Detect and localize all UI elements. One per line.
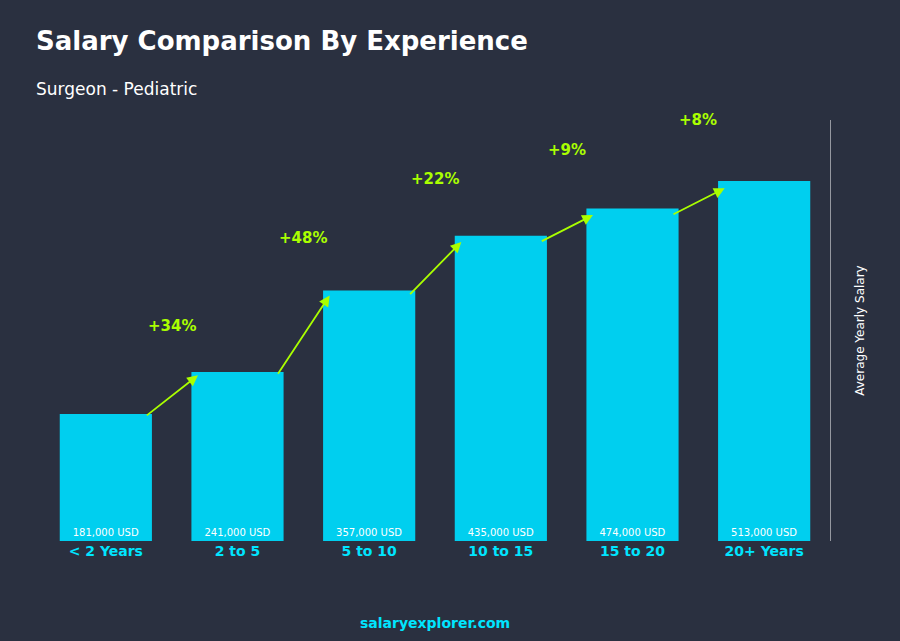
svg-text:20+ Years: 20+ Years: [725, 543, 804, 559]
svg-text:357,000 USD: 357,000 USD: [336, 527, 402, 538]
svg-text:Salary Comparison By Experienc: Salary Comparison By Experience: [36, 26, 528, 56]
svg-text:474,000 USD: 474,000 USD: [599, 527, 665, 538]
svg-text:+9%: +9%: [548, 141, 586, 159]
svg-text:2 to 5: 2 to 5: [215, 543, 261, 559]
svg-text:15 to 20: 15 to 20: [600, 543, 665, 559]
svg-text:Average Yearly Salary: Average Yearly Salary: [853, 265, 867, 395]
svg-text:181,000 USD: 181,000 USD: [73, 527, 139, 538]
svg-text:10 to 15: 10 to 15: [468, 543, 533, 559]
svg-text:+8%: +8%: [679, 111, 717, 129]
svg-text:+22%: +22%: [411, 170, 459, 188]
svg-text:241,000 USD: 241,000 USD: [204, 527, 270, 538]
svg-text:+48%: +48%: [279, 229, 327, 247]
svg-text:Surgeon - Pediatric: Surgeon - Pediatric: [36, 79, 197, 99]
svg-text:435,000 USD: 435,000 USD: [468, 527, 534, 538]
svg-text:< 2 Years: < 2 Years: [69, 543, 143, 559]
svg-text:salaryexplorer.com: salaryexplorer.com: [360, 615, 510, 631]
svg-text:513,000 USD: 513,000 USD: [731, 527, 797, 538]
svg-text:+34%: +34%: [148, 317, 196, 335]
svg-text:5 to 10: 5 to 10: [342, 543, 398, 559]
